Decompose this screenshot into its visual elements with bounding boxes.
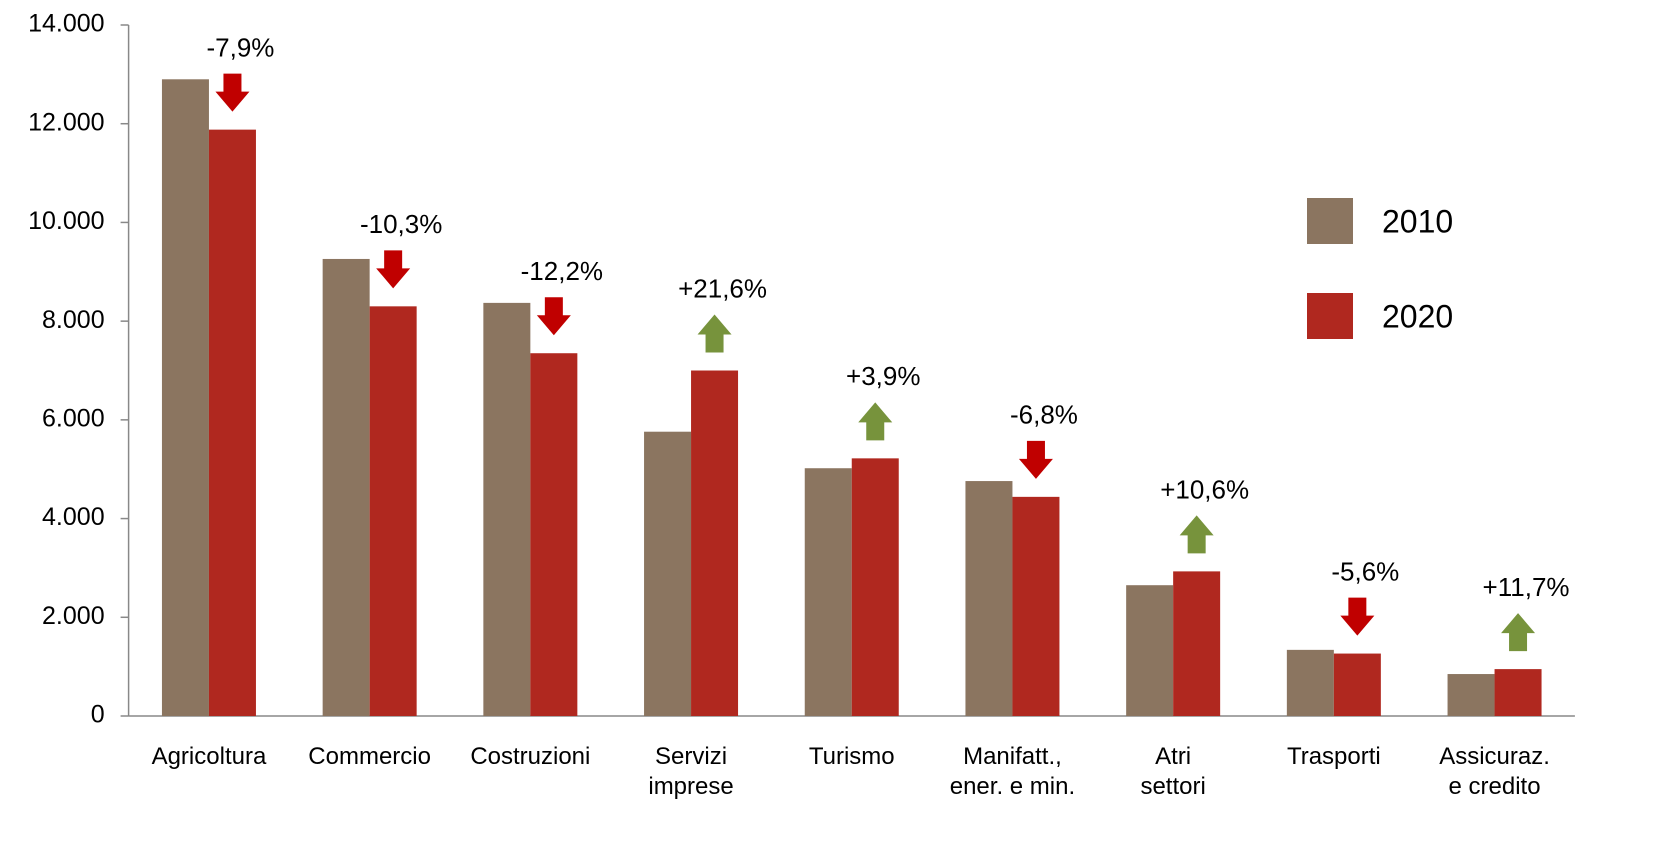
bar bbox=[965, 481, 1013, 716]
y-tick-label: 10.000 bbox=[28, 207, 104, 235]
bar bbox=[851, 458, 899, 716]
change-label: -7,9% bbox=[206, 33, 274, 63]
change-arrow bbox=[376, 250, 411, 289]
bar bbox=[530, 353, 578, 716]
bar bbox=[644, 431, 692, 716]
change-arrow bbox=[1340, 597, 1375, 636]
y-tick-label: 0 bbox=[91, 701, 105, 729]
x-tick-label: Manifatt., ener. e min. bbox=[949, 743, 1076, 800]
bar bbox=[1173, 571, 1221, 716]
bar bbox=[1286, 649, 1334, 716]
bar bbox=[161, 79, 209, 717]
bar bbox=[483, 302, 531, 716]
y-tick-label: 14.000 bbox=[28, 10, 104, 38]
change-label: -12,2% bbox=[521, 256, 603, 286]
bar bbox=[691, 370, 739, 716]
change-label: -10,3% bbox=[360, 209, 442, 239]
y-tick-label: 2.000 bbox=[42, 602, 105, 630]
change-arrow bbox=[858, 402, 893, 441]
y-tick-label: 8.000 bbox=[42, 306, 105, 334]
y-tick-label: 4.000 bbox=[42, 503, 105, 531]
change-arrow bbox=[215, 73, 250, 112]
change-label: -5,6% bbox=[1331, 556, 1399, 586]
change-arrow bbox=[536, 297, 571, 336]
x-tick-label: Costruzioni bbox=[470, 743, 591, 770]
bar bbox=[1447, 674, 1495, 716]
x-tick-label: Agricoltura bbox=[151, 743, 267, 770]
change-arrow bbox=[1179, 515, 1214, 554]
bar bbox=[804, 468, 852, 716]
x-tick-label: Commercio bbox=[308, 743, 431, 770]
change-arrow bbox=[1018, 440, 1053, 479]
x-tick-label: Turismo bbox=[808, 743, 895, 770]
x-tick-label: Atri settori bbox=[1140, 743, 1206, 800]
y-tick-label: 12.000 bbox=[28, 108, 104, 136]
change-arrow bbox=[1501, 613, 1536, 652]
legend-label: 2010 bbox=[1382, 203, 1453, 239]
change-label: -6,8% bbox=[1010, 400, 1078, 430]
bar bbox=[208, 129, 256, 716]
bar bbox=[1126, 585, 1174, 716]
x-tick-label: Assicuraz. e credito bbox=[1439, 743, 1550, 800]
bar bbox=[1494, 669, 1542, 716]
bar bbox=[1333, 653, 1381, 716]
change-label: +10,6% bbox=[1160, 474, 1249, 504]
y-tick-label: 6.000 bbox=[42, 404, 105, 432]
change-label: +21,6% bbox=[678, 273, 767, 303]
change-label: +11,7% bbox=[1483, 572, 1570, 602]
legend-swatch bbox=[1307, 293, 1353, 339]
change-label: +3,9% bbox=[846, 361, 920, 391]
bar bbox=[1012, 496, 1060, 716]
legend-swatch bbox=[1307, 198, 1353, 244]
x-tick-label: Servizi imprese bbox=[648, 743, 734, 800]
legend-label: 2020 bbox=[1382, 298, 1453, 334]
x-tick-label: Trasporti bbox=[1286, 743, 1381, 770]
change-arrow bbox=[697, 314, 732, 353]
bar bbox=[369, 306, 417, 716]
bar bbox=[322, 258, 370, 716]
